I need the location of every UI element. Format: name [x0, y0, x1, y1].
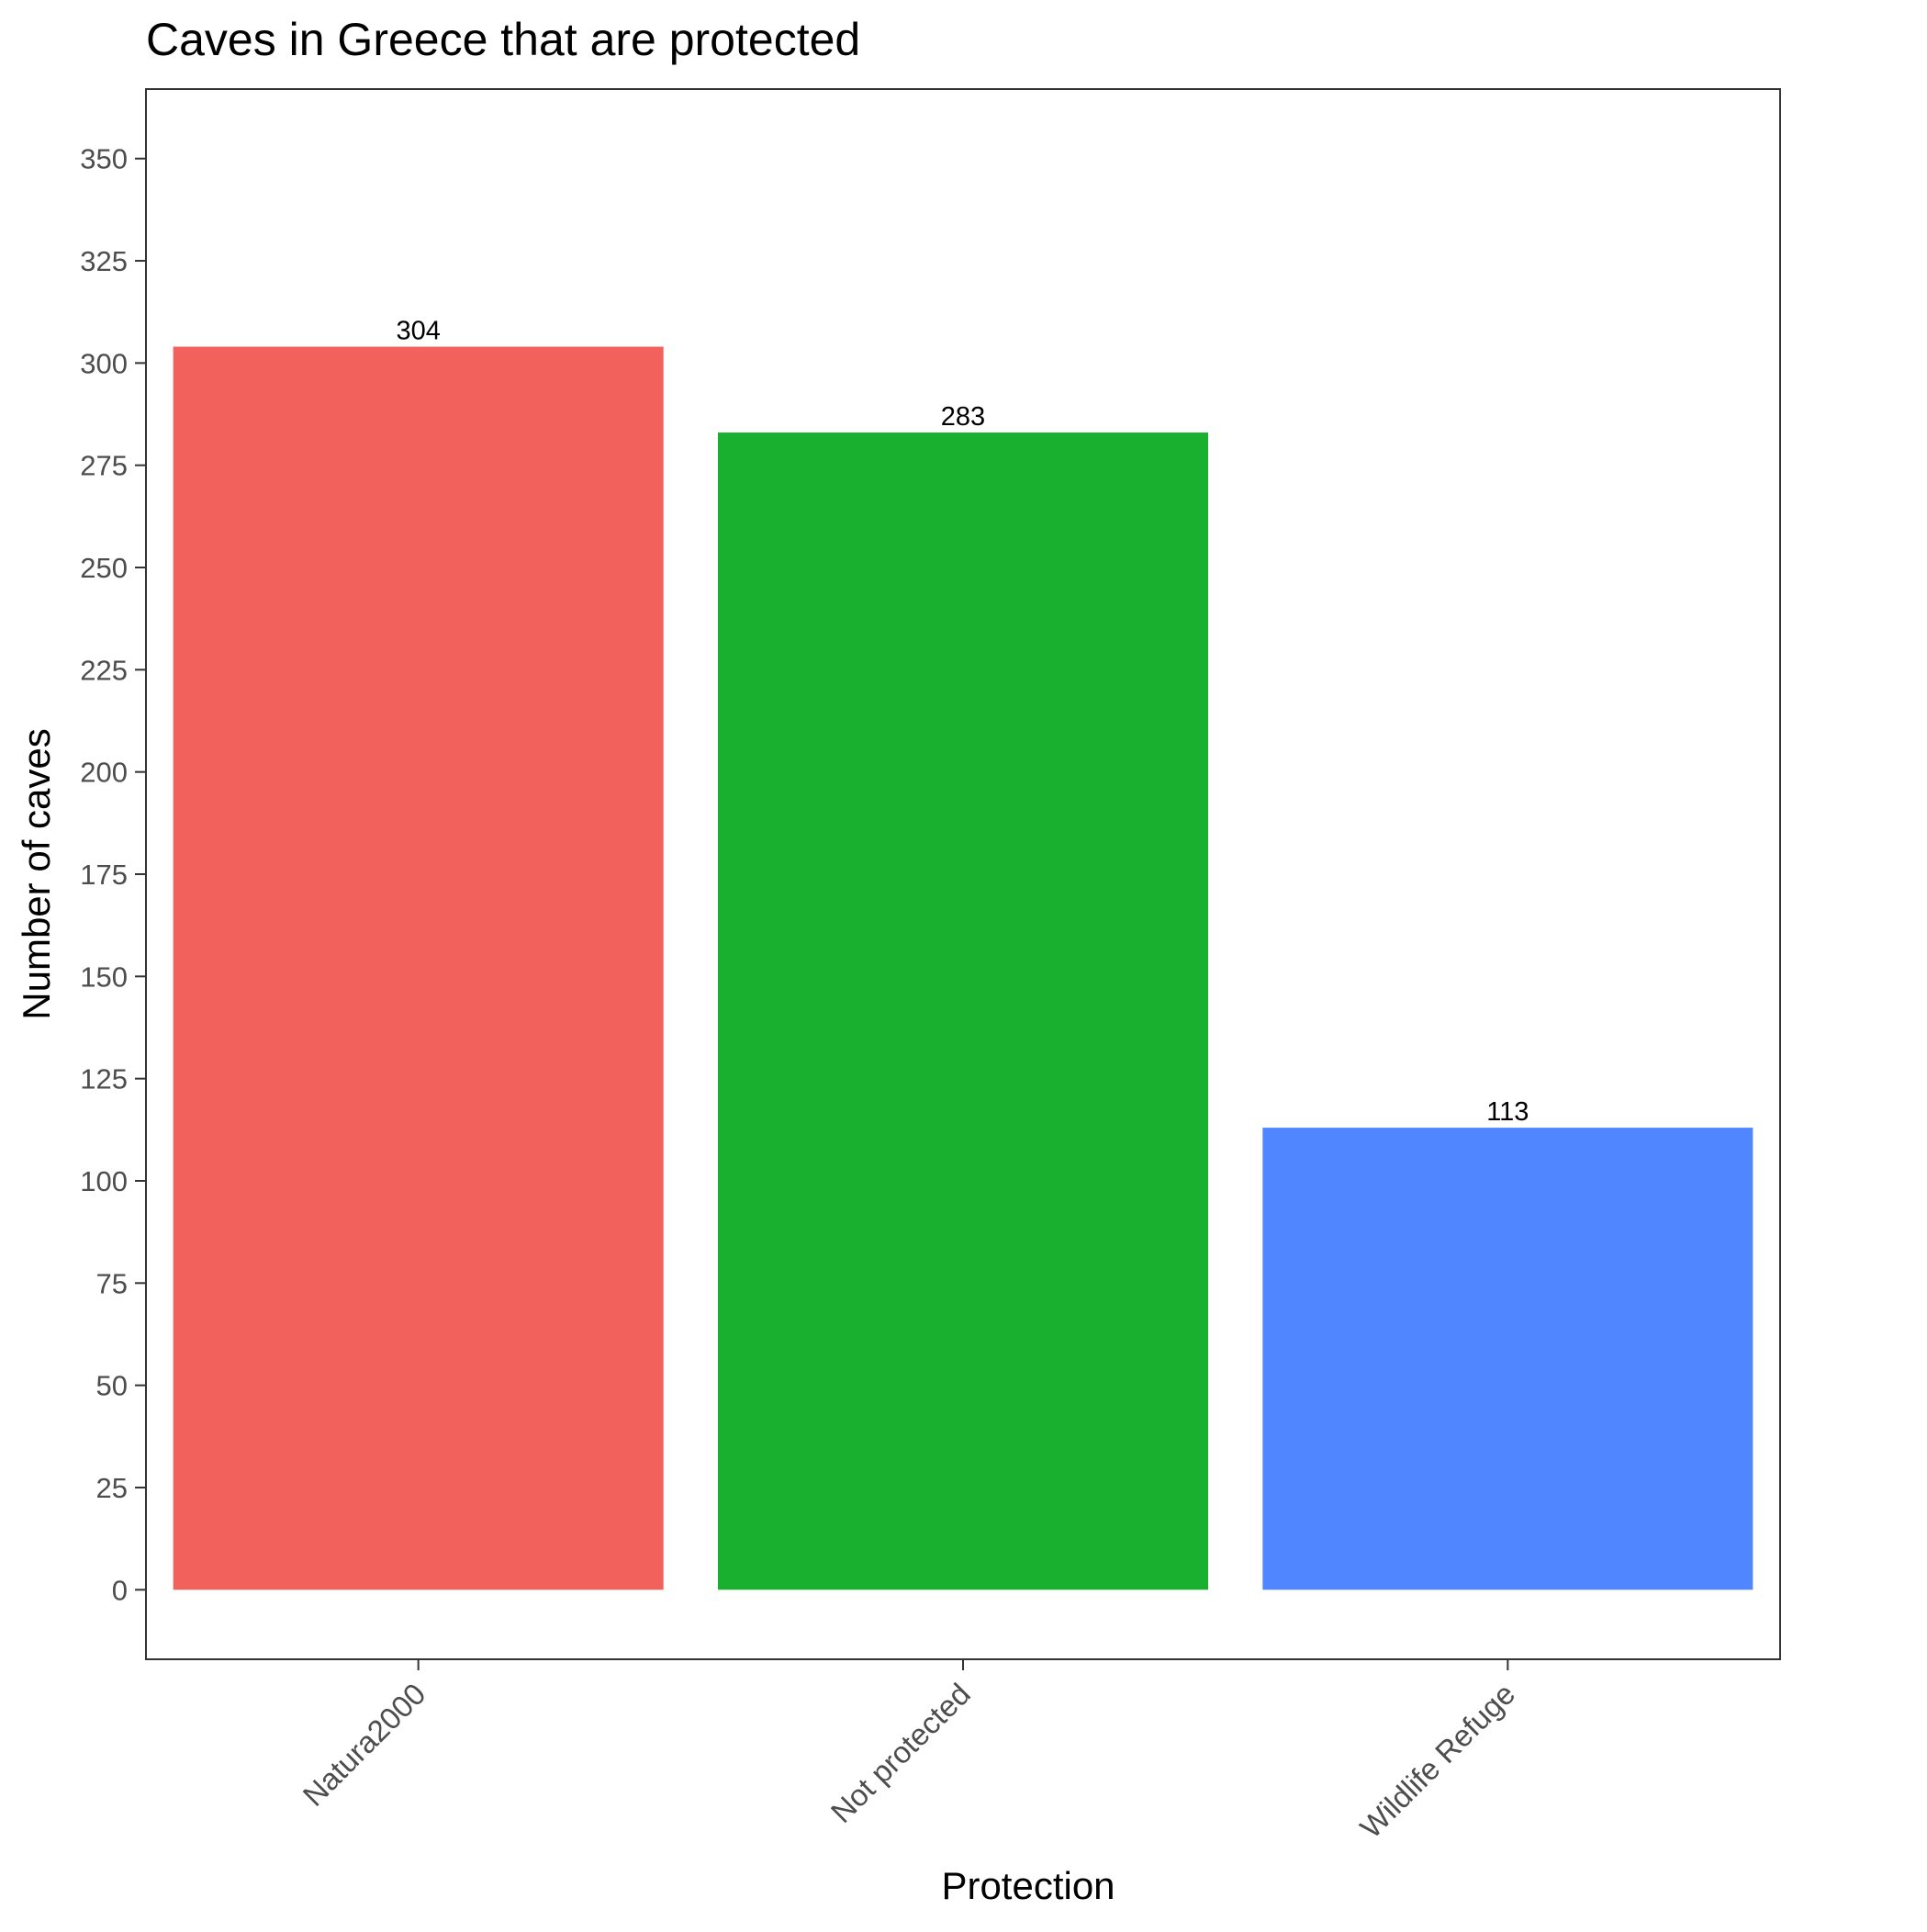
- bar-not-protected: [718, 432, 1208, 1590]
- x-axis: Natura2000 Not protected Wildlife Refuge: [296, 1659, 1521, 1845]
- data-label: 304: [396, 317, 440, 346]
- bar-natura2000: [173, 346, 664, 1590]
- y-tick-label: 350: [80, 143, 128, 175]
- chart-title: Caves in Greece that are protected: [146, 14, 861, 65]
- y-tick-label: 75: [96, 1267, 128, 1299]
- y-tick-label: 225: [80, 654, 128, 686]
- y-tick-label: 300: [80, 347, 128, 379]
- x-tick-label: Not protected: [824, 1677, 977, 1829]
- y-tick-label: 125: [80, 1063, 128, 1095]
- y-tick-label: 175: [80, 859, 128, 891]
- y-tick-label: 100: [80, 1165, 128, 1197]
- y-tick-label: 250: [80, 552, 128, 584]
- y-tick-label: 25: [96, 1472, 128, 1504]
- y-tick-label: 200: [80, 757, 128, 789]
- y-tick-label: 325: [80, 245, 128, 277]
- y-tick-label: 150: [80, 960, 128, 993]
- y-tick-label: 275: [80, 450, 128, 482]
- data-label: 113: [1486, 1097, 1529, 1127]
- data-label: 283: [941, 402, 985, 432]
- y-tick-label: 0: [112, 1574, 128, 1606]
- data-labels: 304 283 113: [396, 317, 1529, 1128]
- x-tick-label: Natura2000: [296, 1677, 431, 1813]
- x-axis-title: Protection: [941, 1864, 1115, 1907]
- x-tick-label: Wildlife Refuge: [1353, 1677, 1521, 1845]
- bar-wildlife-refuge: [1262, 1128, 1753, 1590]
- y-tick-label: 50: [96, 1370, 128, 1402]
- y-axis: 0 25 50 75 100 125 150 175 200 225 250 275 300 325 350: [80, 143, 146, 1606]
- bars: [173, 346, 1753, 1590]
- y-axis-title: Number of caves: [15, 728, 58, 1019]
